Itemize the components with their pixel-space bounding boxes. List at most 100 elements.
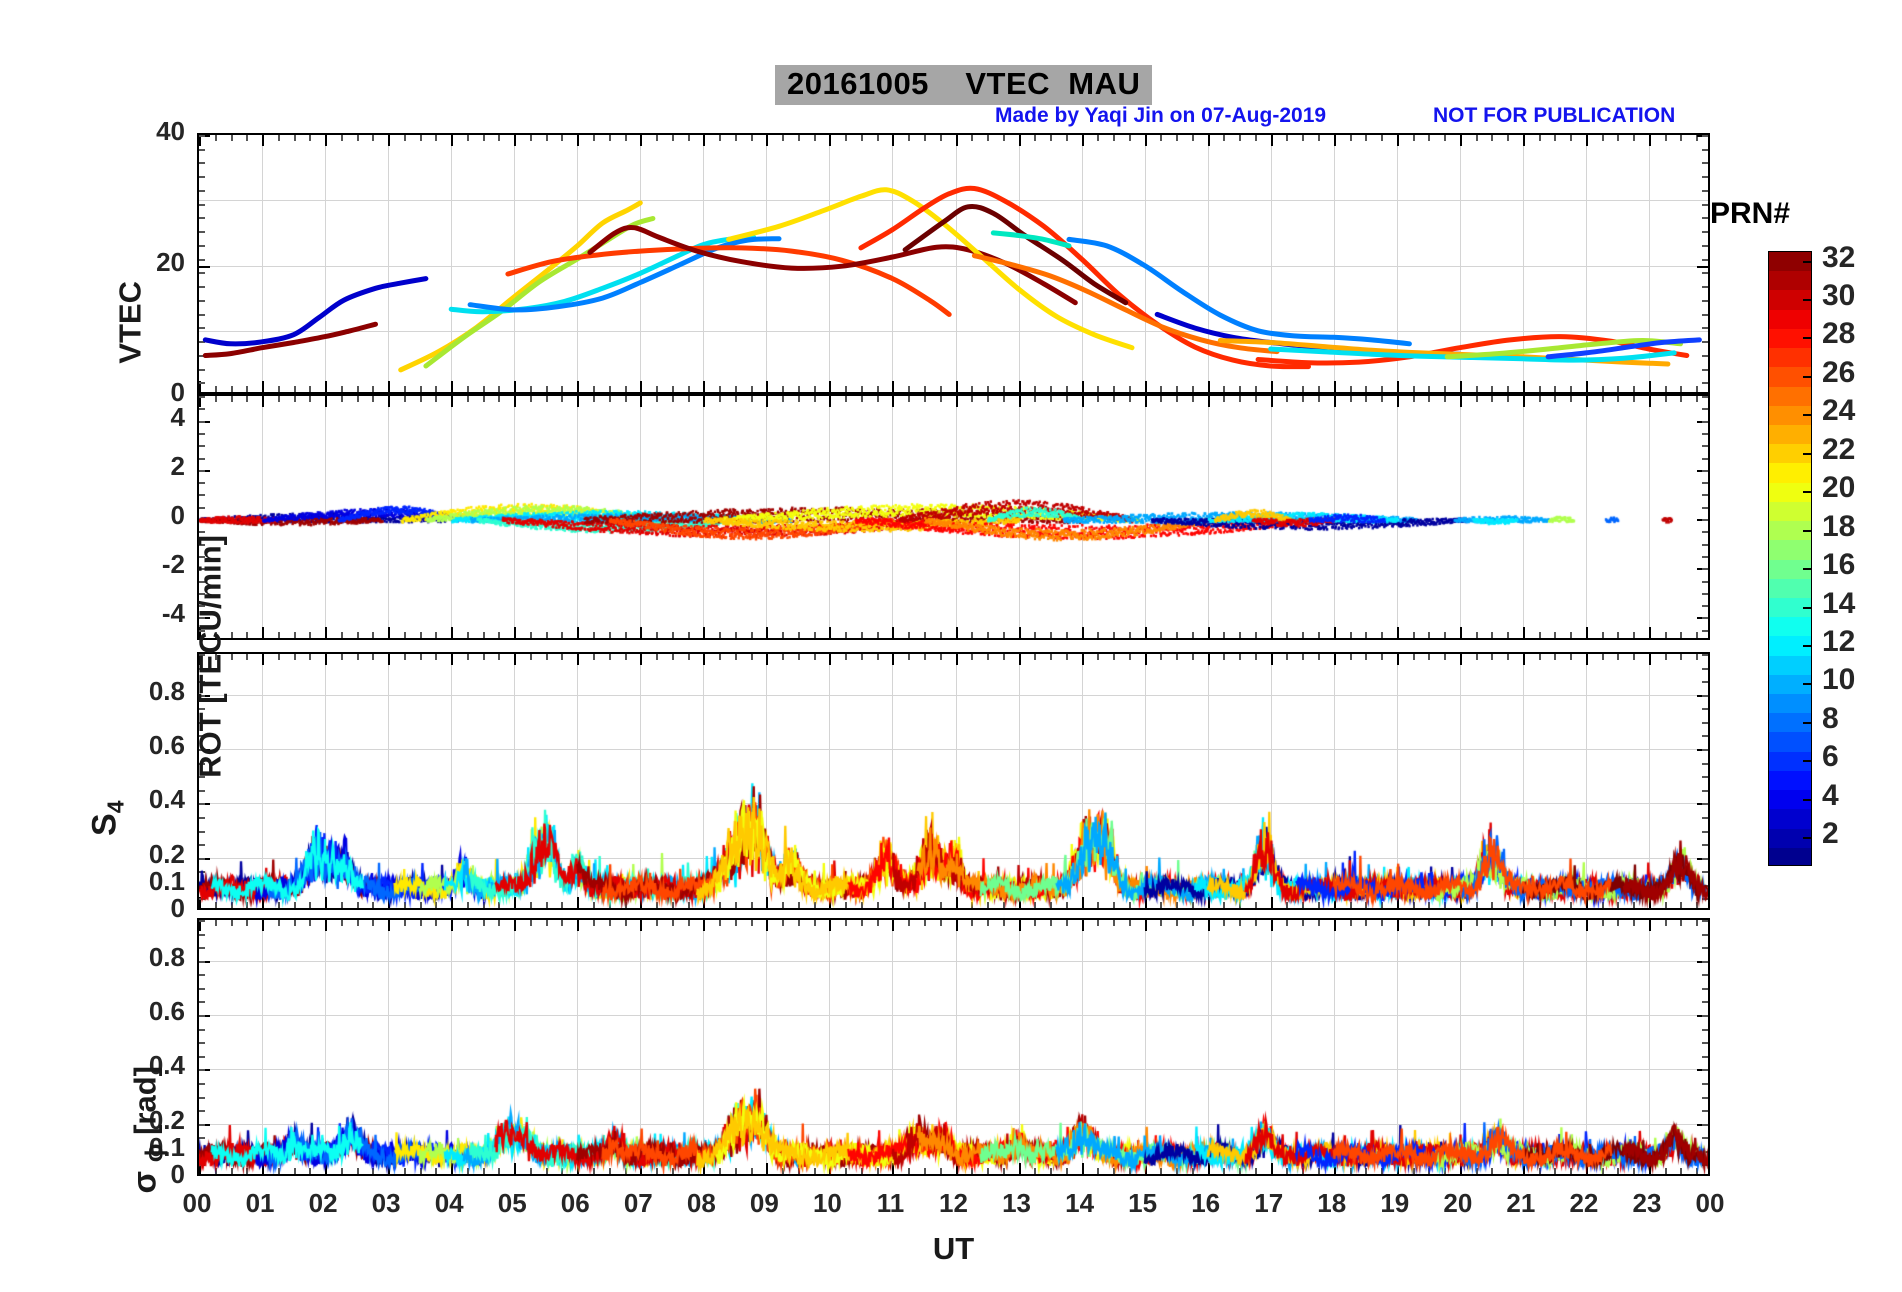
x-tick-mark xyxy=(1381,135,1383,141)
x-tick-mark xyxy=(1003,386,1005,392)
colorbar-tick xyxy=(1803,607,1812,609)
x-tick-mark xyxy=(215,386,217,392)
x-tick-mark xyxy=(845,386,847,392)
x-tick-mark xyxy=(1019,135,1021,146)
x-tick-mark xyxy=(1397,135,1399,146)
disclaimer-annotation: NOT FOR PUBLICATION xyxy=(1433,104,1676,127)
gridline-vertical xyxy=(829,135,830,392)
x-tick-mark xyxy=(1302,386,1304,392)
x-tick-label: 13 xyxy=(1002,1188,1031,1218)
y-minor-tick xyxy=(1702,149,1708,151)
colorbar-tick xyxy=(1803,453,1812,455)
x-tick-mark xyxy=(420,386,422,392)
x-tick-mark xyxy=(1097,386,1099,392)
x-tick-mark xyxy=(1617,386,1619,392)
x-tick-label: 01 xyxy=(245,1188,275,1218)
x-tick-mark xyxy=(514,381,516,392)
x-tick-label: 22 xyxy=(1569,1188,1599,1218)
x-tick-mark xyxy=(1082,381,1084,392)
x-tick-label: 16 xyxy=(1191,1188,1221,1218)
x-tick-mark xyxy=(546,135,548,141)
x-tick-mark xyxy=(1523,135,1525,146)
x-tick-mark xyxy=(1176,386,1178,392)
y-axis-title-rot: ROT [TECU/min] xyxy=(192,535,228,778)
y-minor-tick xyxy=(199,176,205,178)
x-tick-mark xyxy=(892,381,894,392)
y-minor-tick xyxy=(1702,286,1708,288)
x-tick-label: 14 xyxy=(1065,1188,1095,1218)
x-tick-mark xyxy=(278,386,280,392)
x-tick-label: 04 xyxy=(434,1188,464,1218)
x-tick-mark xyxy=(388,381,390,392)
x-tick-mark xyxy=(1239,386,1241,392)
gridline-vertical xyxy=(892,135,893,392)
x-tick-mark xyxy=(1649,381,1651,392)
colorbar-segment xyxy=(1769,367,1811,388)
x-tick-mark xyxy=(1444,135,1446,141)
x-tick-mark xyxy=(231,386,233,392)
x-tick-mark xyxy=(1034,386,1036,392)
x-tick-mark xyxy=(1082,135,1084,146)
x-tick-label: 08 xyxy=(686,1188,716,1218)
vtec-trace-prn-14 xyxy=(990,230,1072,249)
colorbar-segment xyxy=(1769,674,1811,695)
y-tick-label: 0.1 xyxy=(148,865,185,896)
vtec-trace-prn-30 xyxy=(902,203,1129,306)
gridline-vertical xyxy=(1649,135,1650,392)
y-minor-tick xyxy=(1702,204,1708,206)
gridline-vertical xyxy=(1460,135,1461,392)
x-tick-mark xyxy=(1539,135,1541,141)
x-tick-mark xyxy=(546,386,548,392)
x-tick-mark xyxy=(703,381,705,392)
y-minor-tick xyxy=(199,135,205,137)
panel-sigma-phi xyxy=(197,918,1710,1176)
colorbar-tick xyxy=(1803,414,1812,416)
x-tick-mark xyxy=(246,135,248,141)
y-minor-tick xyxy=(199,204,205,206)
colorbar-strip xyxy=(1768,251,1812,866)
y-minor-tick xyxy=(199,369,205,371)
x-tick-mark xyxy=(940,386,942,392)
colorbar-segment xyxy=(1769,713,1811,734)
x-tick-mark xyxy=(908,386,910,392)
y-tick-label: 0 xyxy=(170,1159,185,1189)
gridline-vertical xyxy=(1082,135,1083,392)
colorbar-segment xyxy=(1769,424,1811,445)
x-tick-mark xyxy=(1302,135,1304,141)
colorbar-segment xyxy=(1769,290,1811,311)
x-tick-mark xyxy=(735,135,737,141)
x-tick-mark xyxy=(467,386,469,392)
x-tick-mark xyxy=(782,386,784,392)
gridline-horizontal xyxy=(199,200,1708,201)
x-tick-mark xyxy=(688,386,690,392)
x-tick-mark xyxy=(908,135,910,141)
x-tick-mark xyxy=(1476,135,1478,141)
y-minor-tick xyxy=(1702,190,1708,192)
x-tick-label: 07 xyxy=(623,1188,653,1218)
x-tick-label: 17 xyxy=(1254,1188,1284,1218)
x-tick-mark xyxy=(1318,386,1320,392)
x-tick-label: 20 xyxy=(1443,1188,1473,1218)
x-tick-mark xyxy=(1381,386,1383,392)
y-minor-tick xyxy=(199,162,205,164)
y-minor-tick xyxy=(199,286,205,288)
x-tick-mark xyxy=(688,135,690,141)
x-tick-mark xyxy=(940,135,942,141)
x-tick-mark xyxy=(609,386,611,392)
x-tick-mark xyxy=(987,386,989,392)
colorbar-segment xyxy=(1769,790,1811,811)
x-tick-mark xyxy=(1223,386,1225,392)
colorbar-segment xyxy=(1769,636,1811,657)
x-tick-mark xyxy=(924,386,926,392)
x-tick-mark xyxy=(1680,386,1682,392)
x-tick-mark xyxy=(1097,135,1099,141)
colorbar-segment xyxy=(1769,521,1811,541)
x-tick-mark xyxy=(1476,386,1478,392)
y-tick-label: 0.4 xyxy=(148,1050,185,1081)
y-tick-label: -4 xyxy=(161,598,185,629)
x-tick-mark xyxy=(1665,386,1667,392)
x-tick-label: 19 xyxy=(1380,1188,1410,1218)
x-tick-mark xyxy=(877,135,879,141)
y-minor-tick xyxy=(1702,245,1708,247)
x-tick-mark xyxy=(451,135,453,146)
